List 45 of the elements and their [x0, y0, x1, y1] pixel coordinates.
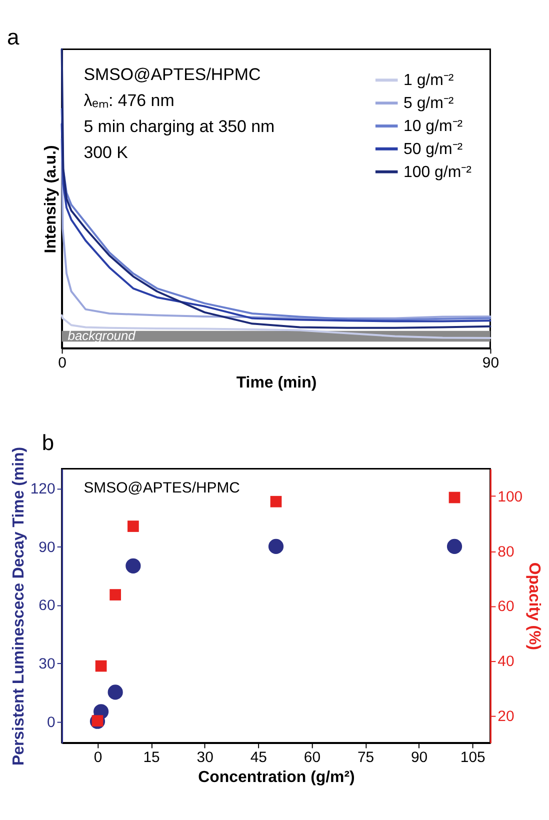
point [448, 492, 460, 504]
x-tick-label: 105 [460, 749, 486, 766]
point [128, 520, 139, 532]
point [110, 589, 122, 600]
y2-tick-label: 20 [498, 708, 514, 725]
text: a [6, 24, 20, 50]
legend-label: 1 g/m⁻² [404, 72, 454, 90]
x-tick-label: 45 [250, 749, 267, 766]
point [446, 538, 462, 554]
annotation: 300 K [84, 142, 129, 162]
legend-label: 50 g/m⁻² [404, 140, 463, 158]
band-label: background [68, 328, 136, 344]
y-axis-title: Intensity (a.u.) [42, 145, 60, 254]
text: b [42, 430, 54, 455]
y2-tick-label: 100 [498, 488, 523, 506]
annotation: λₑₘ: 476 nm [84, 91, 174, 110]
x-tick-label: 90 [410, 749, 428, 766]
y2-tick-label: 80 [498, 543, 514, 560]
y-tick-label: 60 [38, 597, 56, 614]
y-axis-title: Persistent Luminescece Decay Time (min) [10, 446, 28, 766]
point [126, 558, 141, 574]
x-axis-title: Concentration (g/m²) [198, 769, 355, 786]
y-tick-label: 0 [46, 714, 56, 731]
y2-axis-title: Opacity (%) [526, 562, 543, 650]
x-tick-label: 30 [196, 749, 214, 766]
point [270, 496, 282, 508]
legend-label: 5 g/m⁻² [404, 95, 454, 112]
annotation: SMSO@APTES/HPMC [84, 65, 261, 84]
legend-label: 100 g/m⁻² [404, 164, 472, 181]
y-tick-label: 90 [38, 538, 56, 556]
annotation: SMSO@APTES/HPMC [84, 480, 240, 497]
y-tick-label: 120 [30, 480, 56, 498]
y2-tick-label: 40 [498, 653, 514, 670]
x-axis-title: Time (min) [236, 374, 317, 392]
point [95, 660, 107, 672]
y-tick-label: 30 [38, 656, 56, 673]
y2-tick-label: 60 [498, 598, 514, 616]
point [108, 684, 123, 700]
annotation: 5 min charging at 350 nm [84, 116, 275, 136]
legend-label: 10 g/m⁻² [404, 118, 463, 135]
x-tick-label: 60 [304, 749, 321, 766]
x-tick-label: 0 [94, 749, 102, 766]
x-tick-label: 15 [143, 749, 160, 766]
x-tick-label: 75 [357, 749, 374, 766]
point [268, 538, 284, 554]
